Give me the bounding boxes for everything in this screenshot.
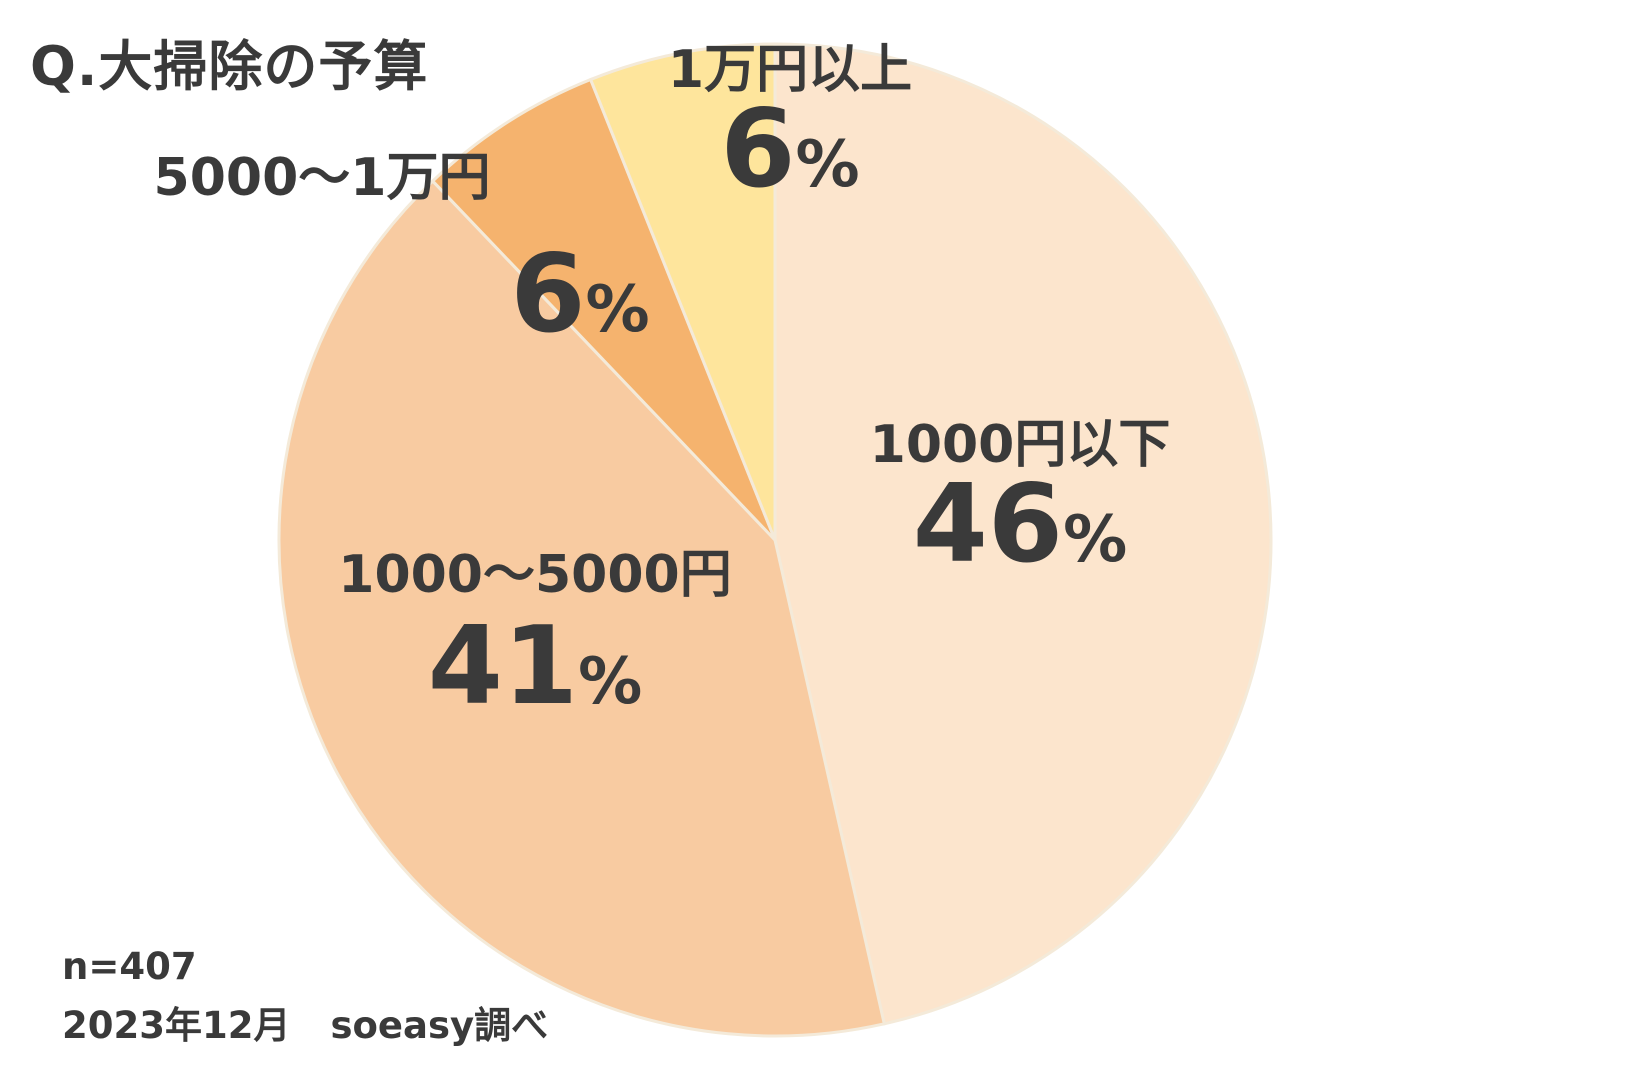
slice-label-0: 1000円以下 46% — [870, 415, 1171, 606]
slice-label-3: 1万円以上 6% — [668, 40, 912, 231]
slice-name-2: 5000〜1万円 — [153, 148, 491, 208]
survey-credit: 2023年12月 soeasy調べ — [62, 995, 548, 1049]
slice-percent-0: 46% — [912, 462, 1128, 587]
pie-slice-1 — [277, 178, 887, 1038]
sample-size: n=407 — [62, 945, 197, 988]
pie-slice-0 — [773, 42, 1273, 1026]
slice-label-1: 1000〜5000円 41% — [338, 545, 731, 748]
slice-name-1: 1000〜5000円 — [338, 545, 732, 605]
slice-percent-block-2: 6% — [510, 232, 650, 376]
chart-title: Q.大掃除の予算 — [30, 35, 429, 98]
slice-percent-3: 6% — [720, 87, 860, 212]
slice-percent-1: 41% — [427, 604, 643, 729]
survey-source: soeasy調べ — [330, 1004, 549, 1047]
pie-slice-2 — [430, 77, 777, 542]
slice-percent-2: 6% — [510, 232, 650, 357]
slice-name-3: 1万円以上 — [667, 40, 913, 100]
slice-name-0: 1000円以下 — [869, 415, 1171, 475]
survey-date: 2023年12月 — [62, 1004, 291, 1047]
slice-label-2: 5000〜1万円 — [154, 148, 491, 208]
pie-slice-3 — [588, 42, 777, 541]
